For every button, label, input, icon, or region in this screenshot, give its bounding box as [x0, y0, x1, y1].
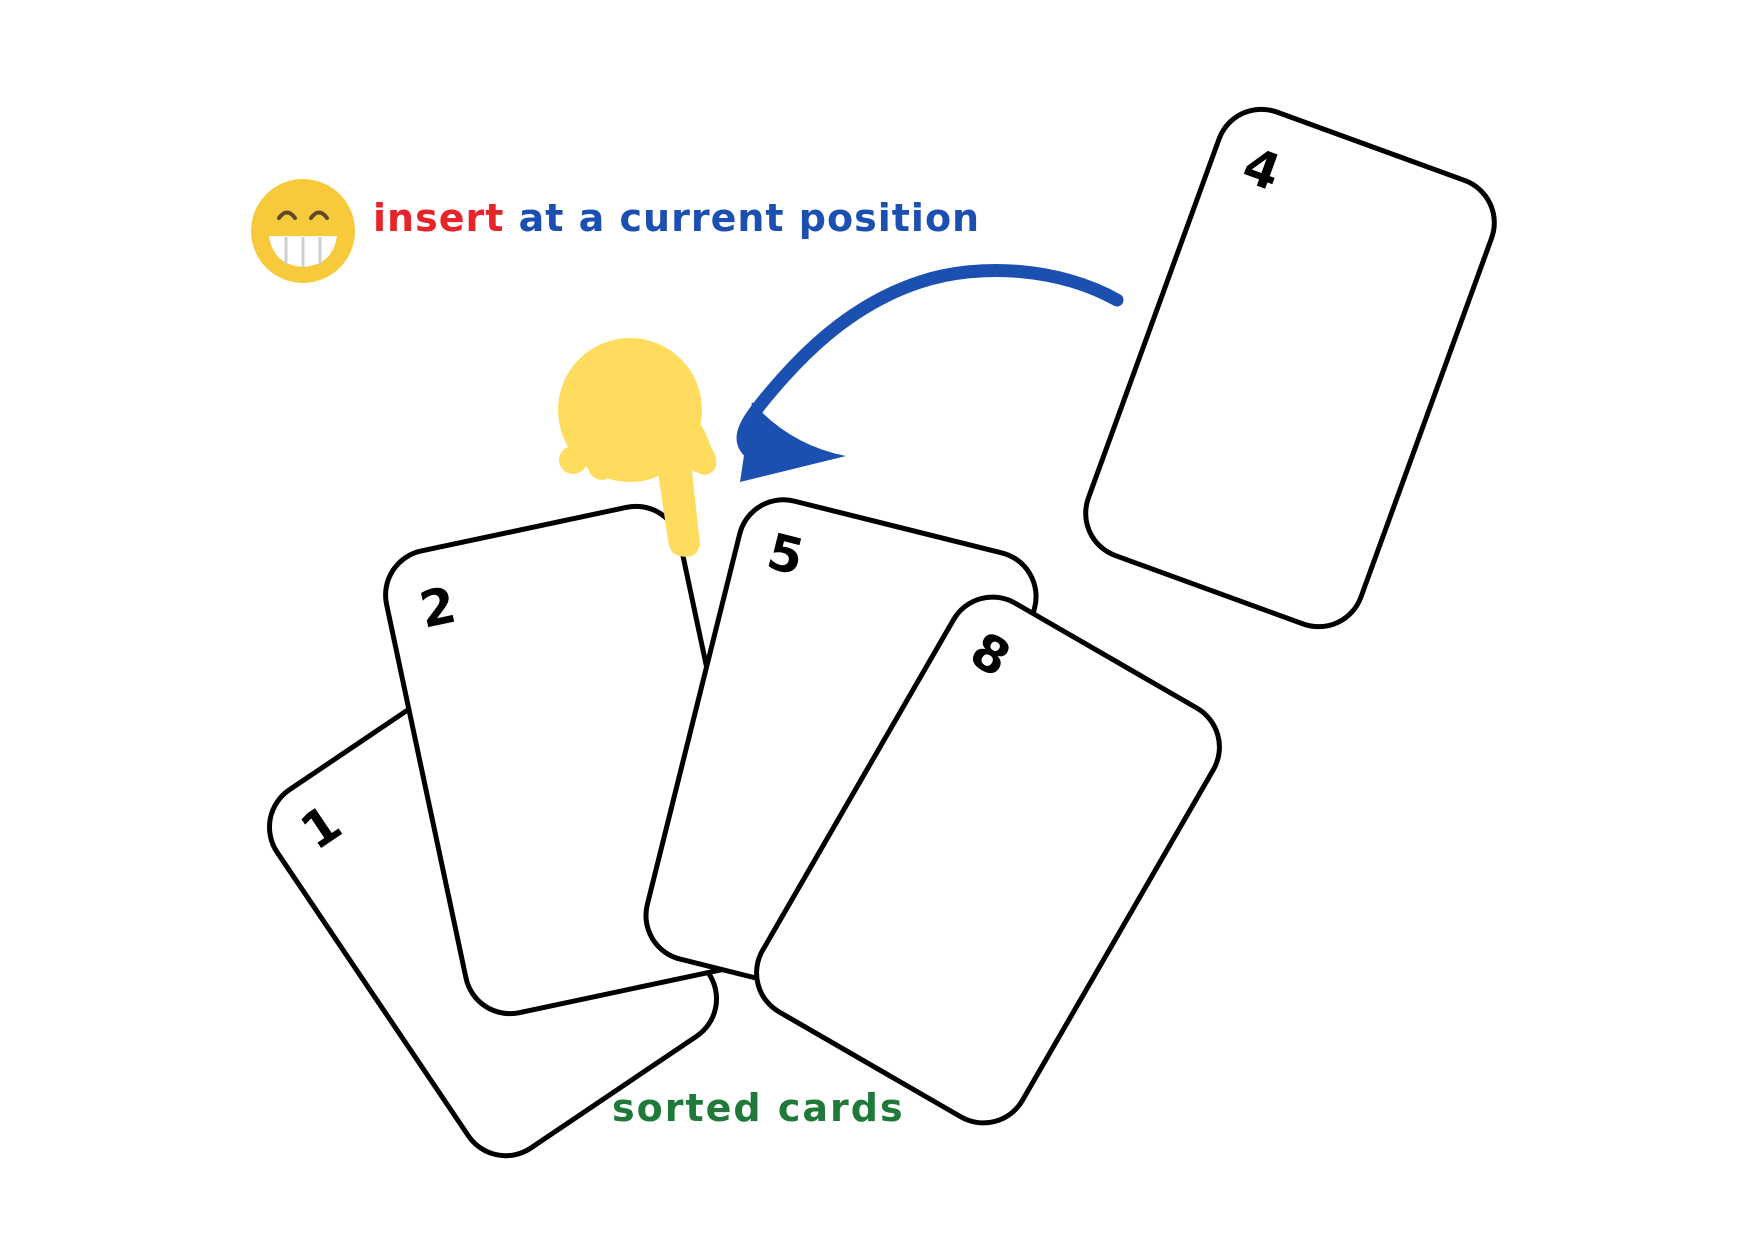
grinning-face-icon [251, 179, 355, 283]
sorted-cards-caption: sorted cards [612, 1086, 905, 1130]
instruction-caption: insert at a current position [373, 196, 980, 240]
card-8-face [754, 594, 1222, 1126]
card-8: 8 [754, 594, 1222, 1126]
card-4-incoming: 4 [1083, 106, 1497, 630]
pointing-hand-icon [558, 338, 717, 557]
instruction-rest: at a current position [518, 196, 981, 240]
curved-arrow-icon [736, 263, 1124, 482]
instruction-verb: insert [373, 196, 505, 240]
card-4-face [1083, 106, 1497, 630]
